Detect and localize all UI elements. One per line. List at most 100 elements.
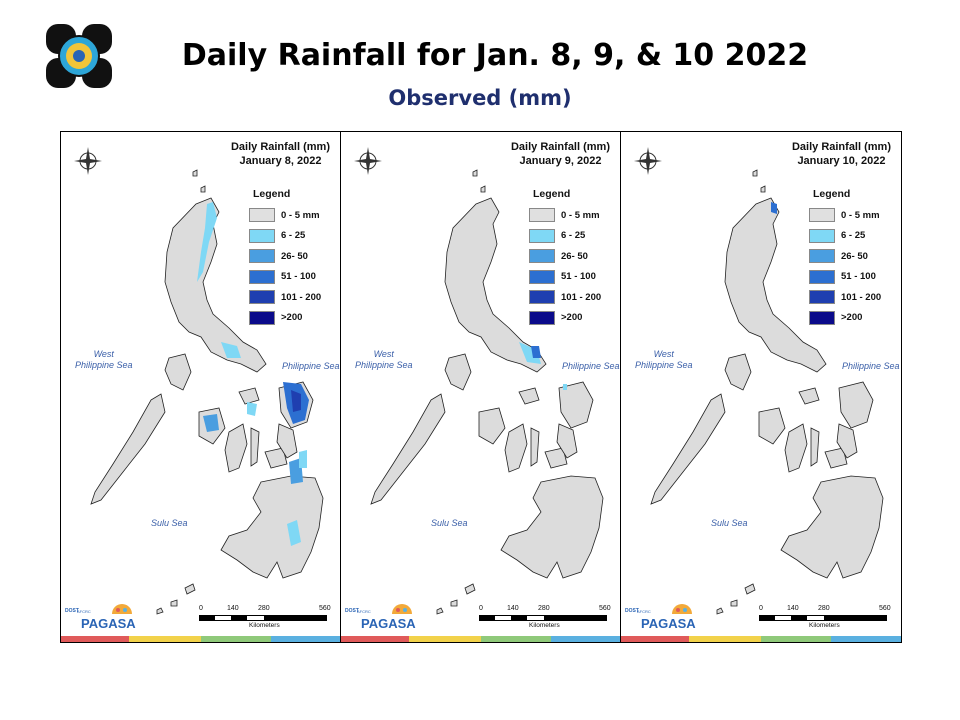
map-heading: Daily Rainfall (mm) January 8, 2022 xyxy=(231,140,330,168)
legend-label: 6 - 25 xyxy=(841,230,866,242)
scale-tick-label: 280 xyxy=(538,605,550,612)
map-panel-jan-8: Daily Rainfall (mm) January 8, 2022 Lege… xyxy=(61,132,341,642)
legend-item: 26- 50 xyxy=(809,246,881,267)
sea-label-line: Philippine Sea xyxy=(635,360,693,370)
legend-item: 101 - 200 xyxy=(809,287,881,308)
legend-item: 6 - 25 xyxy=(249,226,321,247)
legend-item: >200 xyxy=(529,308,601,329)
pagasa-logo: DOST AFCRC PAGASA xyxy=(63,602,136,636)
legend-swatch xyxy=(809,269,835,284)
legend-title: Legend xyxy=(813,188,851,200)
legend-title: Legend xyxy=(533,188,571,200)
scale-tick-label: 140 xyxy=(507,605,519,612)
legend-swatch xyxy=(249,208,275,223)
page-title: Daily Rainfall for Jan. 8, 9, & 10 2022 xyxy=(181,38,809,73)
legend-label: 26- 50 xyxy=(561,250,588,262)
pagasa-logo: DOST AFCRC PAGASA xyxy=(343,602,416,636)
legend-item: 0 - 5 mm xyxy=(809,205,881,226)
legend-item: 51 - 100 xyxy=(529,267,601,288)
scale-tick-label: 560 xyxy=(599,605,611,612)
philippines-map xyxy=(650,169,884,615)
umbrella-icon xyxy=(672,604,692,614)
sea-label-line: West xyxy=(93,349,114,359)
scale-bar: 0 140 280 560 Kilometers xyxy=(479,605,611,635)
color-strip xyxy=(61,636,340,642)
legend-item: 51 - 100 xyxy=(249,267,321,288)
legend-swatch xyxy=(249,290,275,305)
legend-title: Legend xyxy=(253,188,291,200)
scale-tick-label: 280 xyxy=(818,605,830,612)
legend-item: 0 - 5 mm xyxy=(249,205,321,226)
legend-swatch xyxy=(529,290,555,305)
legend-swatch xyxy=(809,208,835,223)
scale-tick-label: 140 xyxy=(787,605,799,612)
legend-label: 6 - 25 xyxy=(561,230,586,242)
map-heading: Daily Rainfall (mm) January 9, 2022 xyxy=(511,140,610,168)
color-strip xyxy=(621,636,901,642)
legend-label: 26- 50 xyxy=(841,250,868,262)
legend-label: >200 xyxy=(281,312,303,324)
west-philippine-sea-label: West Philippine Sea xyxy=(635,349,693,371)
legend-item: 26- 50 xyxy=(249,246,321,267)
legend-swatch xyxy=(809,228,835,243)
legend-swatch xyxy=(249,228,275,243)
philippine-sea-label: Philippine Sea xyxy=(562,361,620,371)
legend-label: >200 xyxy=(561,312,583,324)
legend-label: 101 - 200 xyxy=(281,291,322,303)
page-subtitle: Observed (mm) xyxy=(388,86,572,110)
philippines-map xyxy=(90,169,324,615)
umbrella-icon xyxy=(112,604,132,614)
sulu-sea-label: Sulu Sea xyxy=(431,518,468,528)
legend-swatch xyxy=(529,208,555,223)
brand-dost-text: DOST xyxy=(65,608,79,614)
color-strip xyxy=(341,636,620,642)
scale-bar-graphic xyxy=(759,615,887,621)
scale-bar: 0 140 280 560 Kilometers xyxy=(759,605,891,635)
scale-tick-label: 560 xyxy=(879,605,891,612)
legend-swatch xyxy=(809,249,835,264)
brand-name-text: PAGASA xyxy=(81,616,136,631)
scale-tick-label: 0 xyxy=(759,605,763,612)
legend-swatch xyxy=(809,290,835,305)
philippine-sea-label: Philippine Sea xyxy=(842,361,900,371)
north-arrow-icon xyxy=(634,147,662,175)
legend-item: 6 - 25 xyxy=(809,226,881,247)
rainfall-map-panels: Daily Rainfall (mm) January 8, 2022 Lege… xyxy=(60,131,902,643)
north-arrow-icon xyxy=(74,147,102,175)
legend-label: 51 - 100 xyxy=(841,271,876,283)
legend-swatch xyxy=(809,310,835,325)
philippine-sea-label: Philippine Sea xyxy=(282,361,340,371)
brand-dost-text: DOST xyxy=(625,608,639,614)
legend-label: 0 - 5 mm xyxy=(281,209,320,221)
map-panel-jan-9: Daily Rainfall (mm) January 9, 2022 Lege… xyxy=(341,132,621,642)
legend: 0 - 5 mm 6 - 25 26- 50 51 - 100 101 - 20… xyxy=(809,205,881,328)
map-panel-jan-10: Daily Rainfall (mm) January 10, 2022 Leg… xyxy=(621,132,901,642)
scale-tick-label: 140 xyxy=(227,605,239,612)
map-heading-date: January 9, 2022 xyxy=(519,155,602,167)
philippines-map xyxy=(370,169,604,615)
legend-label: 101 - 200 xyxy=(561,291,602,303)
map-heading-title: Daily Rainfall (mm) xyxy=(230,141,330,153)
legend-label: 51 - 100 xyxy=(561,271,596,283)
map-heading-date: January 8, 2022 xyxy=(239,155,322,167)
scale-bar: 0 140 280 560 Kilometers xyxy=(199,605,331,635)
sulu-sea-label: Sulu Sea xyxy=(151,518,188,528)
scale-tick-label: 0 xyxy=(479,605,483,612)
legend-item: 101 - 200 xyxy=(249,287,321,308)
sea-label-line: West xyxy=(373,349,394,359)
legend-item: 0 - 5 mm xyxy=(529,205,601,226)
legend-swatch xyxy=(249,249,275,264)
legend-item: 51 - 100 xyxy=(809,267,881,288)
sea-label-line: West xyxy=(653,349,674,359)
legend-label: 101 - 200 xyxy=(841,291,882,303)
brand-name-text: PAGASA xyxy=(361,616,416,631)
legend-item: 6 - 25 xyxy=(529,226,601,247)
legend-swatch xyxy=(249,310,275,325)
brand-sub-text: AFCRC xyxy=(637,609,651,614)
legend-label: 6 - 25 xyxy=(281,230,306,242)
sea-label-line: Philippine Sea xyxy=(355,360,413,370)
legend-label: 51 - 100 xyxy=(281,271,316,283)
legend: 0 - 5 mm 6 - 25 26- 50 51 - 100 101 - 20… xyxy=(249,205,321,328)
scale-tick-label: 560 xyxy=(319,605,331,612)
map-heading: Daily Rainfall (mm) January 10, 2022 xyxy=(792,140,891,168)
